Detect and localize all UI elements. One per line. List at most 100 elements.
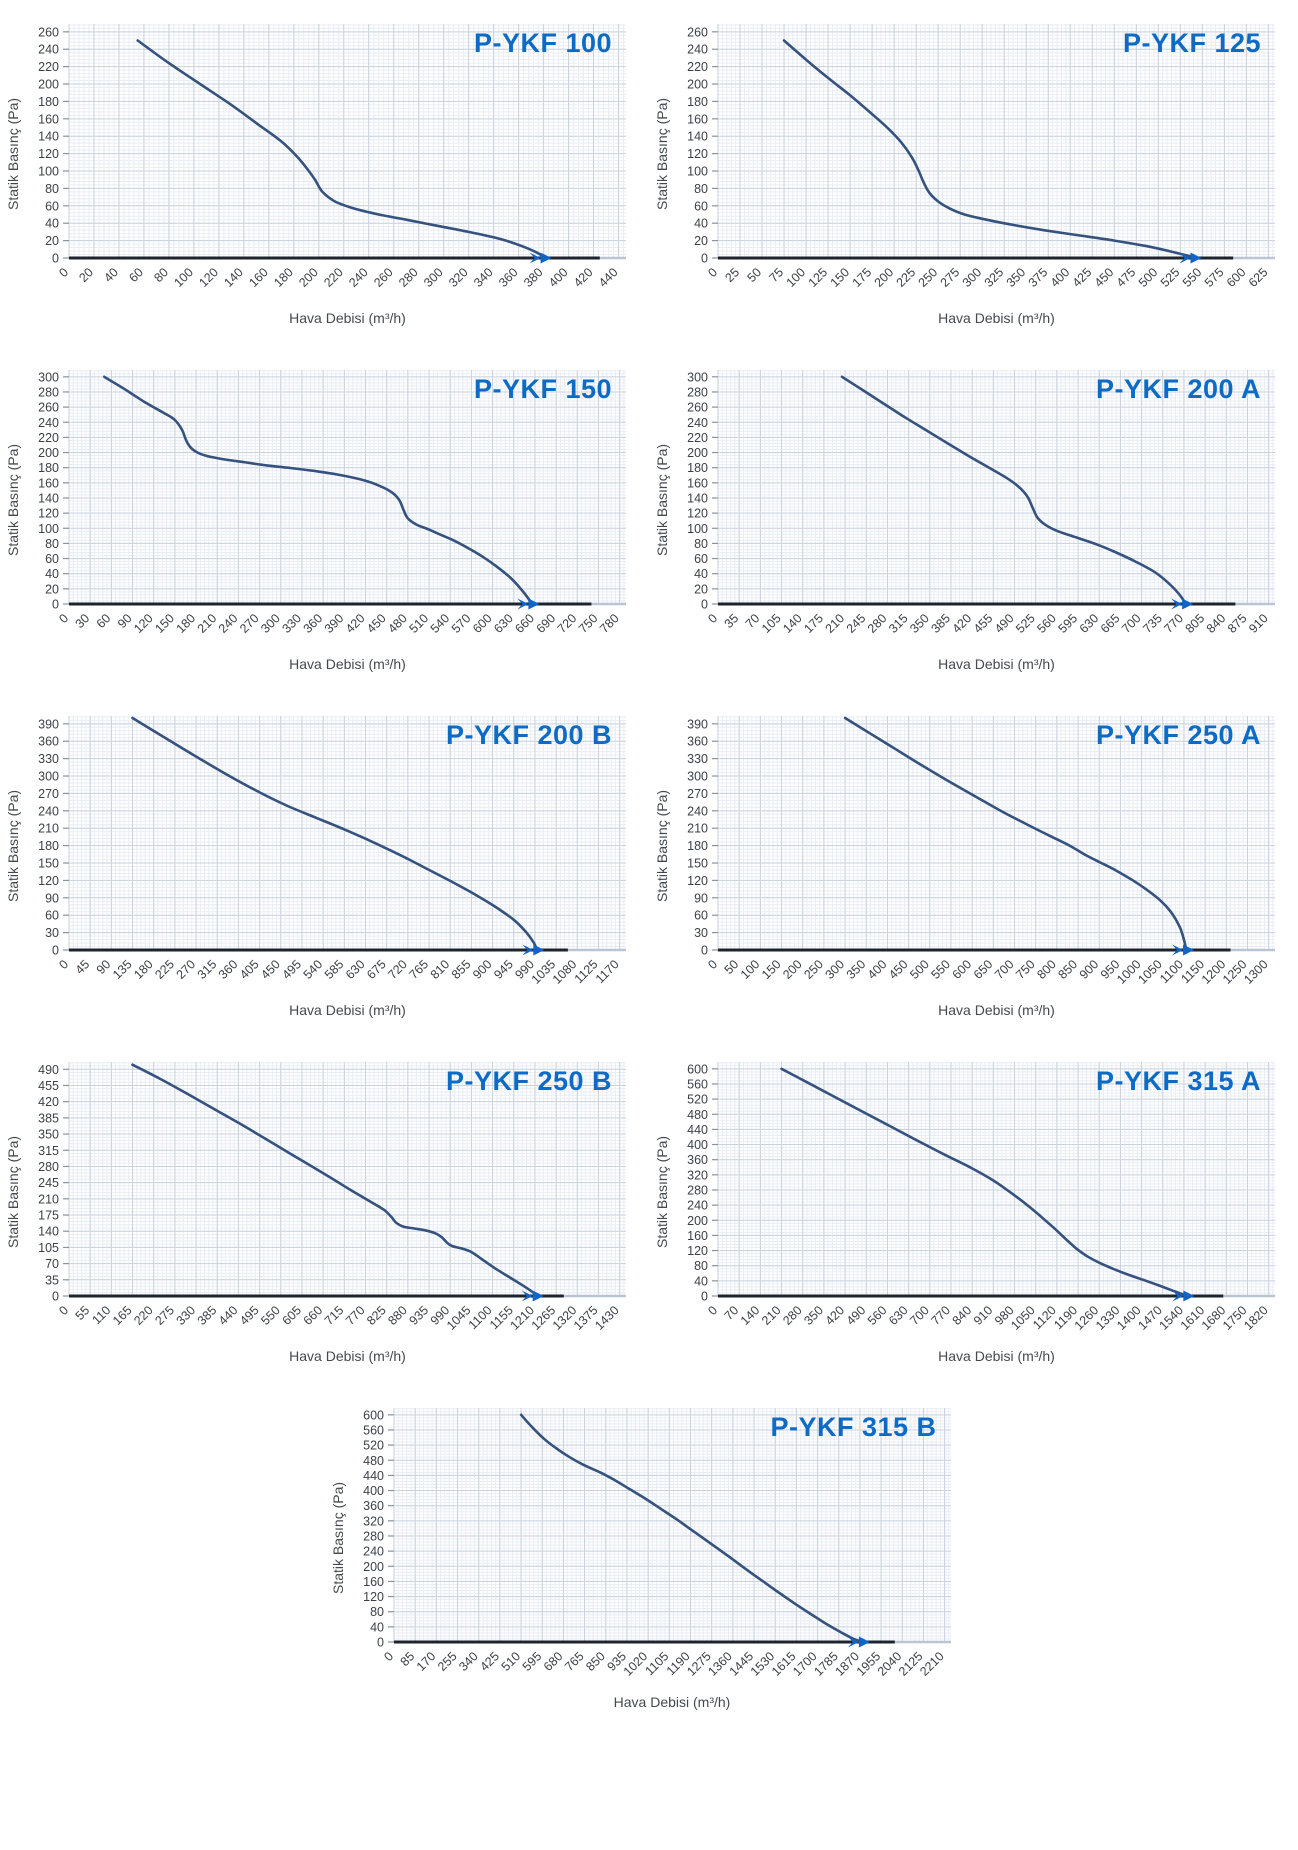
x-tick-label: 715 bbox=[322, 1303, 347, 1328]
x-tick-label: 360 bbox=[216, 957, 241, 982]
chart-title: P-YKF 150 bbox=[473, 374, 612, 404]
x-tick-label: 1430 bbox=[592, 1303, 622, 1333]
y-tick-label: 40 bbox=[694, 1274, 708, 1288]
x-tick-label: 450 bbox=[258, 957, 283, 982]
y-tick-label: 60 bbox=[45, 552, 59, 566]
x-tick-label: 420 bbox=[823, 1303, 848, 1328]
fan-curve-chart-p-ykf-315-b: 0 40 80 120 160 200 240 280 320 360 400 440 480 520 56… bbox=[330, 1398, 967, 1714]
x-tick-label: 765 bbox=[562, 1649, 587, 1674]
y-tick-label: 210 bbox=[38, 822, 59, 836]
x-tick-label: 810 bbox=[428, 957, 453, 982]
fan-curve bbox=[519, 1413, 863, 1643]
fan-curve bbox=[136, 39, 545, 259]
plot-area: 0 20 40 60 80 100 120 140 160 180 200 220 240 260 280 3… bbox=[654, 360, 1291, 658]
x-tick-label: 300 bbox=[258, 611, 283, 636]
y-tick-label: 300 bbox=[687, 370, 708, 384]
y-tick-label: 0 bbox=[52, 944, 59, 958]
y-tick-label: 80 bbox=[694, 182, 708, 196]
x-tick-label: 700 bbox=[992, 957, 1017, 982]
x-tick-label: 525 bbox=[1158, 265, 1183, 290]
y-tick-label: 120 bbox=[687, 874, 708, 888]
x-tick-label: 605 bbox=[279, 1303, 304, 1328]
y-tick-label: 0 bbox=[701, 598, 708, 612]
x-tick-label: 140 bbox=[221, 265, 246, 290]
x-tick-label: 300 bbox=[823, 957, 848, 982]
y-tick-label: 0 bbox=[52, 252, 59, 266]
x-tick-label: 700 bbox=[1119, 611, 1144, 636]
y-tick-label: 210 bbox=[687, 822, 708, 836]
x-tick-label: 400 bbox=[865, 957, 890, 982]
curve-end-arrow-icon bbox=[529, 252, 552, 264]
x-tick-label: 910 bbox=[1246, 611, 1271, 636]
y-tick-label: 200 bbox=[363, 1560, 384, 1574]
y-tick-label: 220 bbox=[687, 60, 708, 74]
fan-curve bbox=[843, 716, 1188, 951]
x-tick-label: 425 bbox=[477, 1649, 502, 1674]
x-tick-label: 350 bbox=[844, 957, 869, 982]
y-tick-label: 0 bbox=[377, 1636, 384, 1650]
x-tick-label: 660 bbox=[301, 1303, 326, 1328]
x-tick-label: 170 bbox=[413, 1649, 438, 1674]
x-tick-label: 550 bbox=[1180, 265, 1205, 290]
x-tick-label: 780 bbox=[597, 611, 622, 636]
x-tick-label: 360 bbox=[496, 265, 521, 290]
x-tick-label: 280 bbox=[396, 265, 421, 290]
x-tick-label: 200 bbox=[780, 957, 805, 982]
x-tick-label: 720 bbox=[385, 957, 410, 982]
y-tick-label: 560 bbox=[363, 1423, 384, 1437]
y-tick-label: 360 bbox=[687, 735, 708, 749]
x-tick-label: 595 bbox=[519, 1649, 544, 1674]
x-tick-label: 280 bbox=[865, 611, 890, 636]
y-tick-label: 240 bbox=[363, 1545, 384, 1559]
x-tick-label: 350 bbox=[1004, 265, 1029, 290]
x-tick-label: 175 bbox=[801, 611, 826, 636]
x-tick-label: 20 bbox=[76, 265, 96, 285]
chart-title: P-YKF 200 A bbox=[1095, 374, 1261, 404]
y-tick-label: 300 bbox=[38, 770, 59, 784]
y-tick-label: 60 bbox=[694, 909, 708, 923]
plot-area: 0 30 60 90 120 150 180 210 240 270 300 330 360 390 0 50… bbox=[654, 706, 1291, 1004]
y-tick-label: 260 bbox=[38, 25, 59, 39]
x-axis-title: Hava Debisi (m³/h) bbox=[289, 656, 406, 672]
y-axis-title: Statik Basınç (Pa) bbox=[654, 97, 670, 210]
y-tick-label: 180 bbox=[687, 461, 708, 475]
y-tick-label: 330 bbox=[38, 752, 59, 766]
y-tick-label: 320 bbox=[687, 1168, 708, 1182]
y-tick-label: 240 bbox=[687, 43, 708, 57]
y-tick-label: 490 bbox=[38, 1063, 59, 1077]
x-tick-label: 240 bbox=[216, 611, 241, 636]
x-tick-label: 875 bbox=[1225, 611, 1250, 636]
y-tick-label: 600 bbox=[363, 1408, 384, 1422]
x-tick-label: 350 bbox=[907, 611, 932, 636]
x-tick-label: 420 bbox=[343, 611, 368, 636]
charts-grid: 0 20 40 60 80 100 120 140 160 180 200 220 240 260 0 20 4… bbox=[5, 14, 1291, 1714]
plot-area: 0 20 40 60 80 100 120 140 160 180 200 220 240 260 0 25 5… bbox=[654, 14, 1291, 312]
y-tick-label: 280 bbox=[363, 1529, 384, 1543]
x-tick-label: 440 bbox=[596, 265, 621, 290]
plot-area: 0 20 40 60 80 100 120 140 160 180 200 220 240 260 0 20 4… bbox=[5, 14, 642, 312]
x-axis-title: Hava Debisi (m³/h) bbox=[938, 656, 1055, 672]
x-tick-label: 100 bbox=[784, 265, 809, 290]
x-tick-label: 850 bbox=[1056, 957, 1081, 982]
y-tick-label: 260 bbox=[38, 401, 59, 415]
fan-curve-chart-p-ykf-150: 0 20 40 60 80 100 120 140 160 180 200 220 240 260 280 3… bbox=[5, 360, 642, 676]
fan-curve-chart-p-ykf-250-b: 0 35 70 105 140 175 210 245 280 315 350 385 420 455 49… bbox=[5, 1052, 642, 1368]
x-tick-label: 660 bbox=[512, 611, 537, 636]
fan-curve-plot: 0204060801001201401601802002202402602803… bbox=[687, 370, 1275, 636]
y-tick-label: 120 bbox=[38, 147, 59, 161]
y-tick-label: 105 bbox=[38, 1241, 59, 1255]
x-tick-label: 650 bbox=[971, 957, 996, 982]
x-tick-label: 60 bbox=[94, 611, 114, 631]
x-tick-label: 210 bbox=[823, 611, 848, 636]
x-tick-label: 770 bbox=[1161, 611, 1186, 636]
y-tick-label: 350 bbox=[38, 1128, 59, 1142]
x-tick-label: 770 bbox=[928, 1303, 953, 1328]
y-tick-label: 80 bbox=[370, 1605, 384, 1619]
x-tick-label: 280 bbox=[780, 1303, 805, 1328]
y-tick-label: 0 bbox=[701, 944, 708, 958]
x-tick-label: 0 bbox=[56, 265, 71, 280]
x-tick-label: 40 bbox=[101, 265, 121, 285]
curve-end-arrow-icon bbox=[521, 1290, 544, 1302]
